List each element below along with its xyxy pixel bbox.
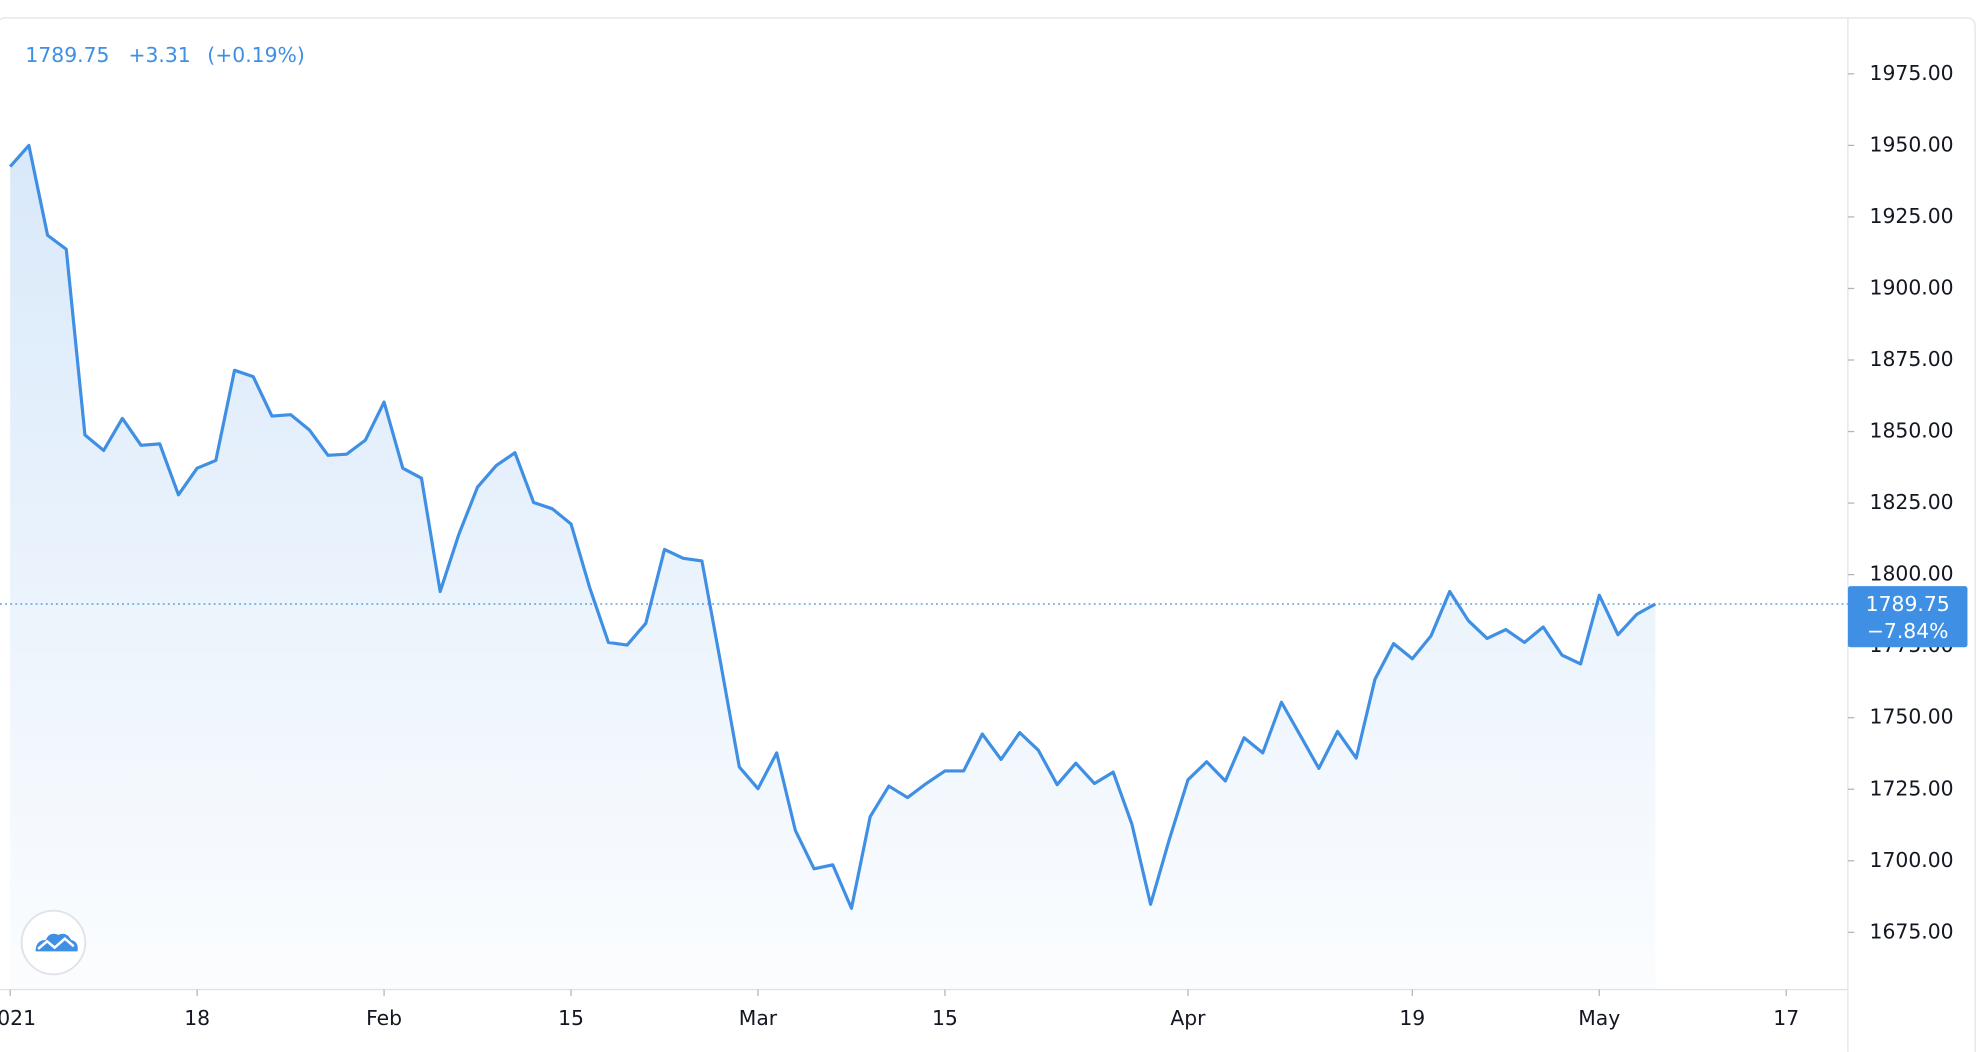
x-tick-label: 15 [932,1006,958,1030]
y-tick-label: 1900.00 [1870,275,1954,299]
last-price-change: −7.84% [1867,619,1949,643]
logo[interactable] [20,909,87,976]
header-last: 1789.75 [25,43,109,67]
header-change: +3.31 [128,43,190,67]
y-tick-label: 1925.00 [1870,204,1954,228]
last-price-label: 1789.75 [1866,592,1950,616]
header-change-pct: (+0.19%) [207,43,304,67]
x-tick-label: Feb [366,1006,402,1030]
axes: 1675.001700.001725.001750.001775.001800.… [0,61,1968,1030]
y-tick-label: 1675.00 [1870,919,1954,943]
y-tick-label: 1825.00 [1870,490,1954,514]
y-tick-label: 1950.00 [1870,132,1954,156]
y-tick-label: 1850.00 [1870,419,1954,443]
x-tick-label: Mar [739,1006,778,1030]
x-tick-label: 19 [1399,1006,1425,1030]
last-price-box [1847,586,1968,648]
x-tick-label: May [1578,1006,1620,1030]
frame [0,17,1976,1052]
y-tick-label: 1975.00 [1870,61,1954,85]
x-tick-label: Apr [1170,1006,1206,1030]
plot [0,143,1848,990]
x-tick-label: 18 [184,1006,210,1030]
x-tick-label: 17 [1773,1006,1799,1030]
y-tick-label: 1700.00 [1870,848,1954,872]
y-tick-label: 1800.00 [1870,562,1954,586]
line [8,143,1657,910]
y-tick-label: 1725.00 [1870,776,1954,800]
area [10,145,1656,990]
y-tick-label: 1875.00 [1870,347,1954,371]
x-tick-label: 15 [558,1006,584,1030]
y-tick-label: 1750.00 [1870,705,1954,729]
x-tick-label: 2021 [0,1006,36,1030]
